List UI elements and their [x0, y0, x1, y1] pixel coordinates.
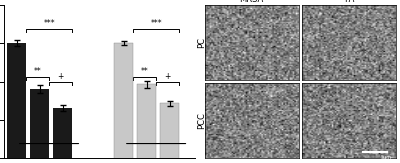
Bar — [7, 43, 26, 163]
Bar — [160, 103, 179, 163]
Text: +: + — [164, 72, 171, 81]
Y-axis label: PC: PC — [198, 37, 206, 48]
Bar — [114, 43, 133, 163]
Text: ***: *** — [150, 19, 162, 28]
Title: MRSA: MRSA — [240, 0, 264, 4]
Bar — [53, 108, 72, 163]
Text: **: ** — [34, 67, 42, 76]
Text: ***: *** — [43, 19, 55, 28]
Bar — [138, 84, 156, 163]
Title: PA: PA — [344, 0, 354, 4]
Bar — [30, 89, 49, 163]
Text: 5μm: 5μm — [381, 155, 392, 160]
Text: +: + — [57, 72, 64, 81]
Y-axis label: PCC: PCC — [198, 112, 206, 129]
Text: **: ** — [141, 67, 148, 76]
